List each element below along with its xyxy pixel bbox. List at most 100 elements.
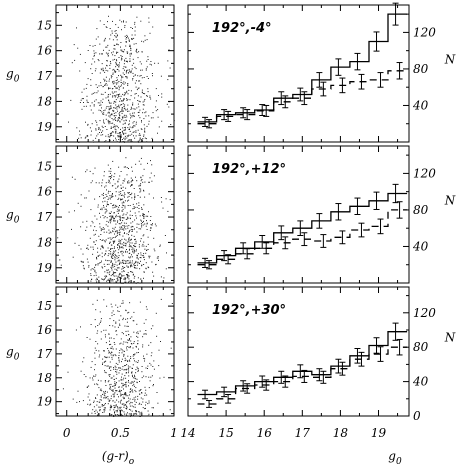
cmd-star xyxy=(111,265,113,267)
cmd-star xyxy=(128,124,130,126)
cmd-star xyxy=(135,346,137,348)
cmd-star xyxy=(134,267,136,269)
cmd-star xyxy=(116,51,118,53)
cmd-star xyxy=(80,137,82,139)
cmd-star xyxy=(140,238,142,240)
cmd-star xyxy=(117,64,119,66)
cmd-star xyxy=(130,177,132,179)
cmd-star xyxy=(124,135,126,137)
cmd-star xyxy=(94,70,96,72)
cmd-star xyxy=(146,353,148,355)
cmd-star xyxy=(123,120,125,122)
cmd-star xyxy=(132,414,134,416)
cmd-star xyxy=(115,214,117,216)
cmd-star xyxy=(113,396,115,398)
cmd-star xyxy=(108,278,110,280)
cmd-star xyxy=(108,87,110,89)
cmd-star xyxy=(149,97,151,98)
cmd-star xyxy=(124,60,126,62)
cmd-star xyxy=(125,393,127,394)
cmd-star xyxy=(132,385,134,387)
cmd-star xyxy=(117,245,119,246)
cmd-star xyxy=(115,137,116,139)
cmd-star xyxy=(118,70,120,72)
cmd-star xyxy=(115,236,116,238)
cmd-star xyxy=(131,170,133,172)
cmd-star xyxy=(130,239,132,241)
cmd-star xyxy=(92,253,94,255)
cmd-star xyxy=(141,179,143,180)
cmd-star xyxy=(133,131,135,133)
cmd-star xyxy=(115,131,117,132)
cmd-star xyxy=(127,274,129,275)
cmd-star xyxy=(141,121,142,123)
cmd-star xyxy=(130,271,132,273)
cmd-star xyxy=(112,51,114,53)
cmd-star xyxy=(139,381,140,382)
cmd-star xyxy=(93,52,95,54)
cmd-star xyxy=(158,126,160,128)
cmd-star xyxy=(132,203,134,205)
cmd-star xyxy=(143,322,145,324)
cmd-star xyxy=(111,255,113,257)
cmd-star xyxy=(143,77,145,78)
cmd-star xyxy=(142,214,143,216)
cmd-star xyxy=(97,59,99,60)
cmd-star xyxy=(111,248,113,249)
cmd-star xyxy=(135,93,137,94)
cmd-star xyxy=(90,134,92,136)
cmd-star xyxy=(104,404,106,406)
cmd-star xyxy=(103,394,105,396)
cmd-star xyxy=(131,238,132,240)
cmd-star xyxy=(148,181,150,183)
cmd-star xyxy=(143,104,145,106)
cmd-star xyxy=(130,95,132,97)
cmd-star xyxy=(115,250,117,252)
cmd-star xyxy=(117,97,119,99)
cmd-star xyxy=(122,255,124,257)
cmd-star xyxy=(112,400,114,402)
cmd-star xyxy=(86,220,88,222)
cmd-star xyxy=(112,92,114,94)
cmd-xtick-label: 1 xyxy=(170,426,178,440)
cmd-star xyxy=(109,180,110,182)
cmd-star xyxy=(117,306,119,308)
cmd-star xyxy=(129,366,131,368)
cmd-star xyxy=(111,274,113,275)
cmd-star xyxy=(118,89,120,91)
hist-xlabel-sub: 0 xyxy=(396,457,402,465)
cmd-star xyxy=(130,409,132,411)
cmd-star xyxy=(113,110,115,112)
cmd-star xyxy=(115,99,117,101)
cmd-star xyxy=(133,277,135,279)
cmd-star xyxy=(84,137,86,139)
cmd-star xyxy=(113,176,115,178)
cmd-star xyxy=(90,209,92,211)
cmd-star xyxy=(109,102,111,104)
cmd-star xyxy=(119,133,121,134)
cmd-star xyxy=(110,377,112,379)
cmd-star xyxy=(136,323,138,325)
cmd-star xyxy=(105,185,107,187)
cmd-star xyxy=(124,205,126,207)
cmd-star xyxy=(112,389,114,391)
hist-series-dashed-0 xyxy=(197,70,408,125)
cmd-star xyxy=(72,398,74,400)
cmd-star xyxy=(133,121,135,123)
cmd-star xyxy=(109,176,111,177)
cmd-star xyxy=(150,376,152,378)
cmd-star xyxy=(124,25,126,26)
cmd-star xyxy=(139,137,141,139)
cmd-star xyxy=(126,408,128,410)
cmd-star xyxy=(155,225,157,227)
cmd-star xyxy=(126,116,128,118)
cmd-star xyxy=(103,119,104,121)
cmd-star xyxy=(125,386,127,388)
cmd-star xyxy=(89,45,91,46)
cmd-star xyxy=(120,402,121,404)
cmd-star xyxy=(119,245,120,247)
cmd-star xyxy=(113,237,115,238)
cmd-star xyxy=(116,399,118,401)
cmd-star xyxy=(94,61,96,63)
cmd-star xyxy=(116,371,118,373)
